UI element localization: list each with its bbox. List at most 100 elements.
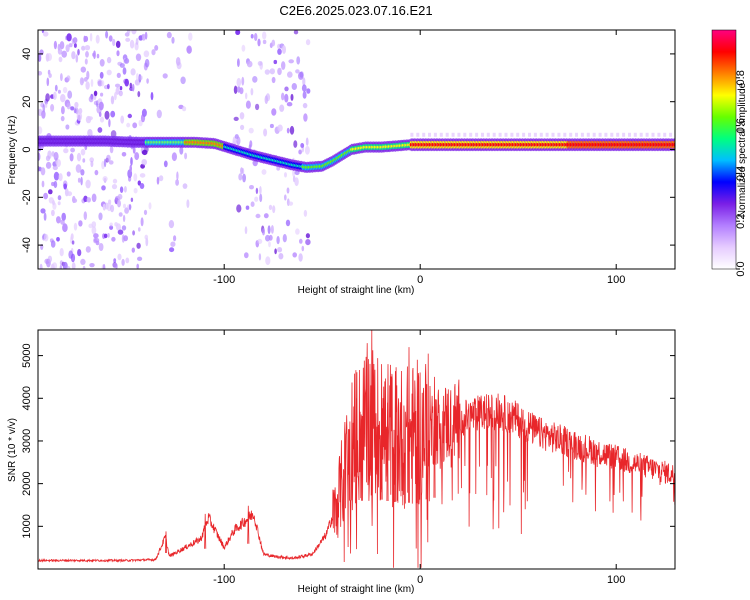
colorbar-tick-label: 0.6 — [735, 118, 747, 133]
spectrogram-xtick-label: 0 — [417, 274, 423, 286]
spectrogram-speckle — [141, 159, 147, 166]
colorbar-ticks: 0.0 0.2 0.4 0.6 0.8 — [711, 29, 747, 277]
ridge-fringe — [569, 132, 573, 137]
ridge-fringe — [410, 132, 414, 137]
spectrogram-speckle — [173, 235, 177, 242]
spectrogram-speckle — [272, 205, 276, 214]
spectrogram-speckle — [305, 39, 311, 46]
spectrogram-speckle — [279, 104, 285, 112]
spectrogram-speckle — [245, 100, 251, 109]
spectrogram-speckle — [84, 35, 89, 42]
spectrogram-speckle — [109, 145, 114, 154]
ridge-fringe — [481, 132, 484, 137]
spectrogram-speckle — [109, 225, 114, 230]
spectrogram-speckle — [39, 49, 44, 56]
ridge-fringe — [622, 132, 626, 137]
spectrogram-speckle — [101, 185, 106, 191]
ridge-fringe — [528, 132, 531, 137]
spectrogram-speckle — [244, 226, 248, 235]
spectrogram-speckle — [86, 70, 90, 80]
spectrogram-speckle — [98, 212, 103, 221]
spectrogram-speckle — [156, 109, 162, 119]
spectrogram-speckle — [259, 186, 262, 195]
spectrogram-speckle — [120, 115, 125, 124]
spectrogram-speckle — [255, 103, 260, 111]
ridge-fringe — [628, 132, 631, 137]
spectrogram-speckle — [38, 152, 41, 161]
spectrogram-speckle — [113, 258, 117, 263]
spectrogram-speckle — [85, 51, 89, 58]
spectrogram-speckle — [53, 171, 60, 181]
spectrogram-speckle — [245, 92, 248, 100]
spectrogram-speckle — [244, 252, 249, 259]
spectrogram-speckle — [86, 197, 92, 203]
spectrogram-ylabel: Frequency (Hz) — [7, 116, 18, 185]
spectrogram-speckle — [121, 152, 127, 157]
spectrogram-speckle — [104, 110, 110, 120]
spectrogram-speckle — [115, 83, 121, 88]
spectrogram-speckle — [109, 222, 113, 227]
spectrogram-speckle — [108, 35, 113, 42]
spectrogram-speckle — [124, 58, 130, 64]
spectrogram-speckle — [127, 113, 132, 119]
spectrogram-speckle — [118, 212, 123, 217]
snr-frame — [37, 329, 676, 570]
ridge-fringe — [533, 132, 537, 137]
ridge-fringe — [598, 132, 602, 137]
spectrogram-speckle — [184, 152, 188, 160]
ridge-fringe — [633, 132, 637, 137]
spectrogram-speckle — [106, 154, 111, 163]
spectrogram-speckle — [90, 79, 94, 87]
spectrogram-speckle — [117, 253, 122, 261]
spectrogram-speckle — [67, 90, 73, 99]
spectrogram-speckle — [125, 257, 130, 264]
spectrogram-speckle — [240, 124, 245, 130]
spectrogram-speckle — [60, 94, 66, 103]
spectrogram-speckle — [135, 53, 142, 62]
colorbar-gradient — [712, 30, 736, 269]
spectrogram-speckle — [131, 247, 135, 253]
spectrogram-speckle — [271, 76, 276, 84]
spectrogram-speckle — [91, 226, 97, 235]
spectrogram-speckle — [233, 85, 238, 95]
spectrogram-speckle — [69, 153, 74, 162]
spectrogram-speckle — [98, 111, 102, 118]
spectrogram-speckle — [254, 196, 259, 202]
spectrogram-speckle — [133, 187, 138, 194]
ridge-fringe — [669, 132, 673, 137]
ridge-fringe — [657, 132, 661, 137]
spectrogram-speckle — [57, 48, 63, 55]
snr-series-line — [38, 330, 675, 568]
spectrogram-speckle — [268, 204, 273, 210]
spectrogram-speckle — [81, 78, 85, 84]
spectrogram-speckle — [66, 75, 71, 82]
spectrogram-speckle — [119, 91, 123, 97]
spectrogram-speckle — [268, 241, 271, 248]
spectrogram-speckle — [236, 136, 241, 146]
spectrogram-speckle — [111, 236, 116, 242]
spectrogram-speckle — [130, 157, 133, 166]
spectrogram-speckle — [99, 116, 105, 123]
spectrogram-speckle — [269, 68, 275, 75]
spectrogram-speckle — [281, 92, 285, 101]
spectrogram-speckle — [140, 217, 144, 227]
spectrogram-speckle — [144, 234, 149, 240]
spectrogram-speckle — [162, 73, 168, 79]
spectrogram-speckle — [257, 238, 263, 244]
spectrogram-speckle — [117, 229, 124, 235]
spectrogram-speckle — [53, 91, 57, 101]
spectrogram-speckle — [93, 90, 98, 97]
spectrogram-speckle — [101, 160, 105, 170]
spectrogram-speckle — [58, 56, 63, 63]
spectrogram-speckle — [38, 126, 43, 135]
spectrogram-speckle — [278, 253, 284, 260]
spectrogram-speckle — [115, 263, 118, 269]
spectrogram-speckle — [138, 119, 143, 127]
spectrogram-speckle — [142, 33, 146, 41]
spectrogram-speckle — [262, 31, 267, 40]
spectrogram-speckle — [119, 63, 125, 68]
spectrogram-speckle — [277, 48, 282, 55]
spectrogram-speckle — [112, 178, 118, 184]
spectrogram-speckle — [52, 165, 58, 171]
spectrogram-speckle — [119, 186, 124, 193]
